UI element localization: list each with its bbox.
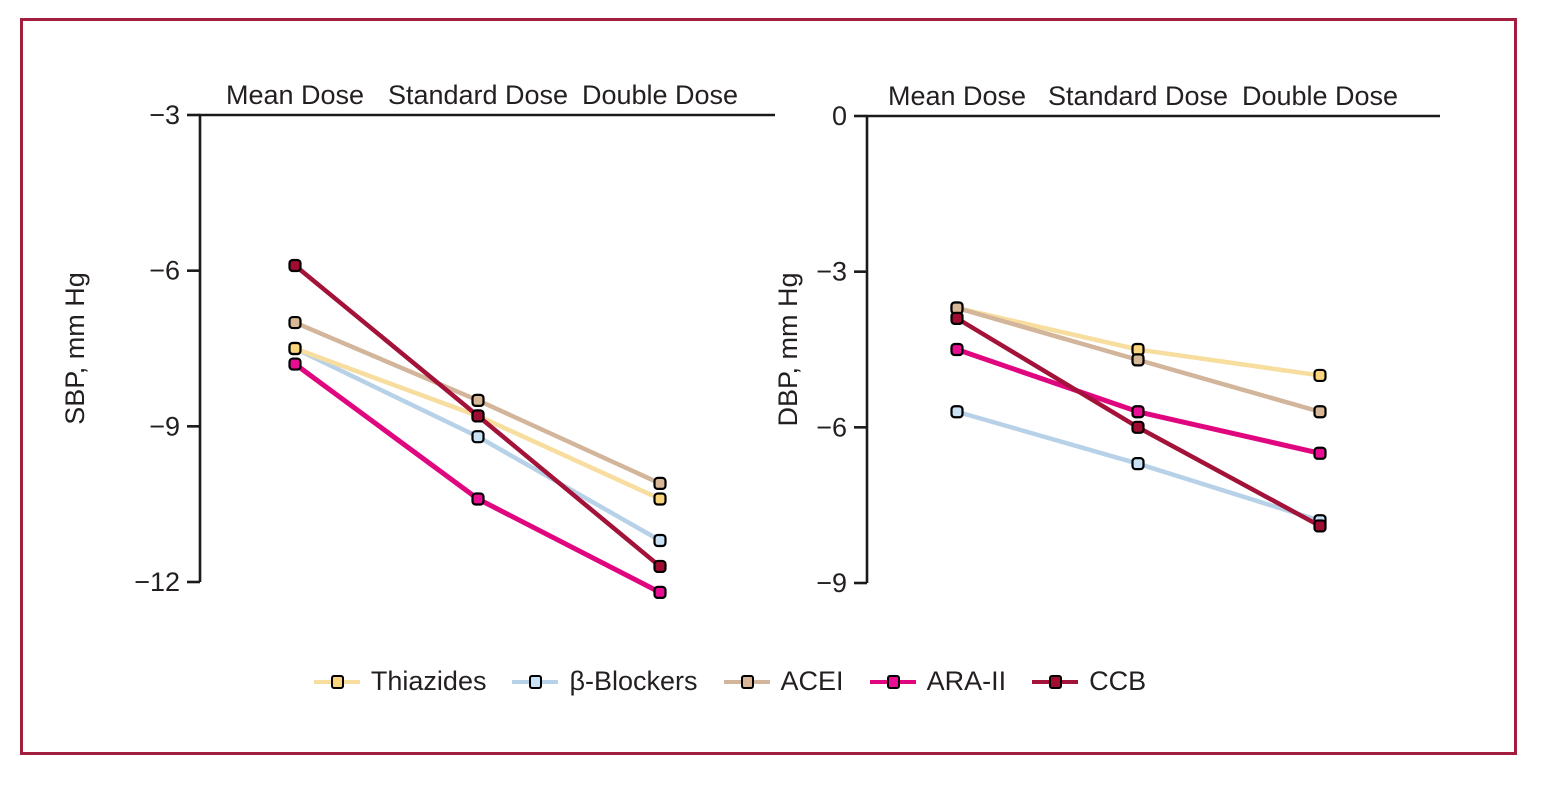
x-category-label: Double Dose	[582, 80, 738, 110]
legend-swatch-beta-blockers	[512, 674, 559, 690]
legend-swatch-ccb	[1032, 674, 1079, 690]
data-point-ccb-0	[950, 311, 964, 325]
data-point-thiazides-0	[288, 341, 302, 356]
y-tick-label: −3	[816, 257, 847, 287]
legend-item-acei: ACEI	[723, 666, 844, 697]
data-point-ara_ii-2	[653, 585, 667, 599]
x-category-label: Standard Dose	[1048, 81, 1228, 111]
legend-swatch-thiazides	[313, 674, 360, 690]
series-marker-icon	[886, 674, 900, 689]
data-point-thiazides-2	[1313, 368, 1327, 383]
y-axis-title: DBP, mm Hg	[773, 272, 803, 426]
series-marker-icon	[740, 674, 754, 689]
data-point-ccb-2	[653, 559, 667, 574]
data-point-beta_blockers-1	[1131, 457, 1145, 471]
series-marker-icon	[1049, 674, 1063, 689]
series-marker-icon	[529, 674, 543, 689]
series-marker-icon	[330, 674, 344, 689]
y-tick-label: 0	[832, 101, 847, 131]
data-point-ccb-1	[1131, 420, 1145, 434]
data-point-acei-0	[288, 315, 302, 330]
sbp-chart: −3 −6 −9 −12 Mean Dose Standard Dose Double Do…	[60, 80, 775, 599]
legend: Thiazides β-Blockers ACEI ARA-II	[0, 666, 1460, 697]
x-category-label: Double Dose	[1242, 81, 1398, 111]
legend-item-ccb: CCB	[1032, 666, 1146, 697]
x-category-label: Standard Dose	[388, 80, 568, 110]
figure-border	[20, 18, 1517, 755]
y-tick-label: −6	[149, 256, 180, 286]
data-point-beta_blockers-2	[653, 533, 667, 548]
data-point-acei-2	[1313, 405, 1327, 419]
data-point-acei-1	[1131, 353, 1145, 367]
legend-label-ccb: CCB	[1089, 666, 1147, 696]
data-point-thiazides-2	[653, 492, 667, 506]
legend-item-thiazides: Thiazides	[313, 666, 487, 697]
legend-label-beta-blockers: β-Blockers	[569, 666, 698, 696]
y-tick-label: −9	[149, 411, 180, 441]
data-point-ccb-2	[1313, 519, 1327, 533]
data-point-acei-2	[653, 476, 667, 491]
data-point-acei-1	[471, 393, 485, 407]
y-tick-label: −12	[134, 567, 180, 597]
data-point-ara_ii-1	[471, 492, 485, 506]
legend-swatch-ara-ii	[869, 674, 916, 690]
y-tick-label: −3	[149, 100, 180, 130]
series-line-beta_blockers	[292, 346, 663, 543]
series-line-thiazides	[292, 346, 663, 502]
legend-item-beta-blockers: β-Blockers	[512, 666, 698, 697]
legend-label-acei: ACEI	[780, 666, 844, 696]
y-tick-label: −6	[816, 412, 847, 442]
data-point-ara_ii-2	[1313, 446, 1327, 460]
x-category-label: Mean Dose	[888, 81, 1026, 111]
data-point-ara_ii-0	[950, 342, 964, 357]
y-tick-label: −9	[816, 568, 847, 598]
data-point-ara_ii-0	[288, 357, 302, 371]
x-category-label: Mean Dose	[226, 80, 364, 110]
data-point-ara_ii-1	[1131, 405, 1145, 419]
dbp-chart: 0 −3 −6 −9 Mean Dose Standard Dose Double Dose…	[773, 81, 1440, 598]
legend-label-ara-ii: ARA-II	[926, 666, 1007, 696]
data-point-ccb-1	[471, 409, 485, 423]
y-axis-title: SBP, mm Hg	[60, 272, 90, 425]
data-point-beta_blockers-0	[950, 405, 964, 419]
legend-item-ara-ii: ARA-II	[869, 666, 1007, 697]
data-point-ccb-0	[288, 258, 302, 273]
data-point-beta_blockers-1	[471, 430, 485, 444]
legend-swatch-acei	[723, 674, 770, 690]
legend-label-thiazides: Thiazides	[370, 666, 487, 696]
